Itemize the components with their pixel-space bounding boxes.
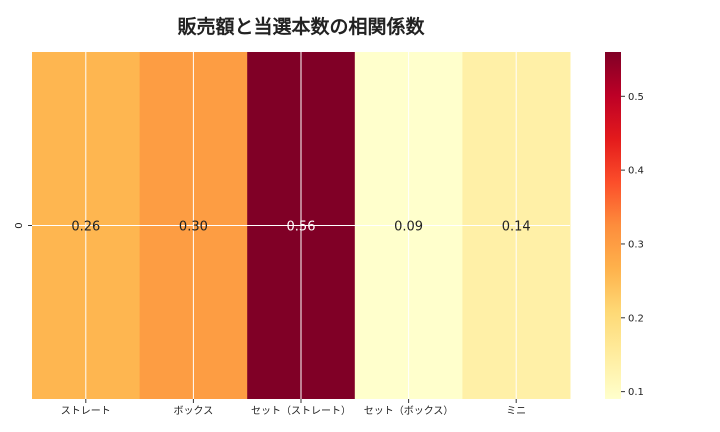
data-label: 0.14 (502, 220, 531, 235)
colorbar-tick-label: 0.5 (628, 92, 644, 103)
colorbar-tick-label: 0.2 (628, 313, 644, 324)
x-tick-label: ストレート (61, 406, 111, 417)
colorbar-tick-label: 0.4 (628, 166, 644, 177)
colorbar-tick-label: 0.3 (628, 239, 644, 250)
x-tick-label: ボックス (174, 405, 214, 417)
data-label: 0.56 (287, 220, 316, 235)
colorbar (605, 52, 621, 399)
data-label: 0.09 (394, 220, 423, 235)
y-tick-label: 0 (14, 222, 25, 228)
x-tick-label: ミニ (506, 406, 526, 417)
data-label: 0.26 (71, 220, 100, 235)
x-tick-label: セット（ストレート） (251, 405, 351, 417)
x-tick-label: セット（ボックス） (364, 405, 454, 417)
chart-title: 販売額と当選本数の相関係数 (177, 16, 425, 38)
data-label: 0.30 (179, 220, 208, 235)
colorbar-tick-label: 0.1 (628, 387, 644, 398)
